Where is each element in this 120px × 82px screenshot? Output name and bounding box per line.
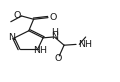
Text: N: N bbox=[51, 32, 58, 41]
Text: N: N bbox=[8, 33, 15, 42]
Text: H: H bbox=[51, 28, 58, 37]
Text: O: O bbox=[50, 13, 57, 22]
Text: NH: NH bbox=[78, 40, 92, 49]
Text: NH: NH bbox=[33, 46, 47, 55]
Text: O: O bbox=[13, 11, 20, 20]
Text: O: O bbox=[55, 54, 62, 63]
